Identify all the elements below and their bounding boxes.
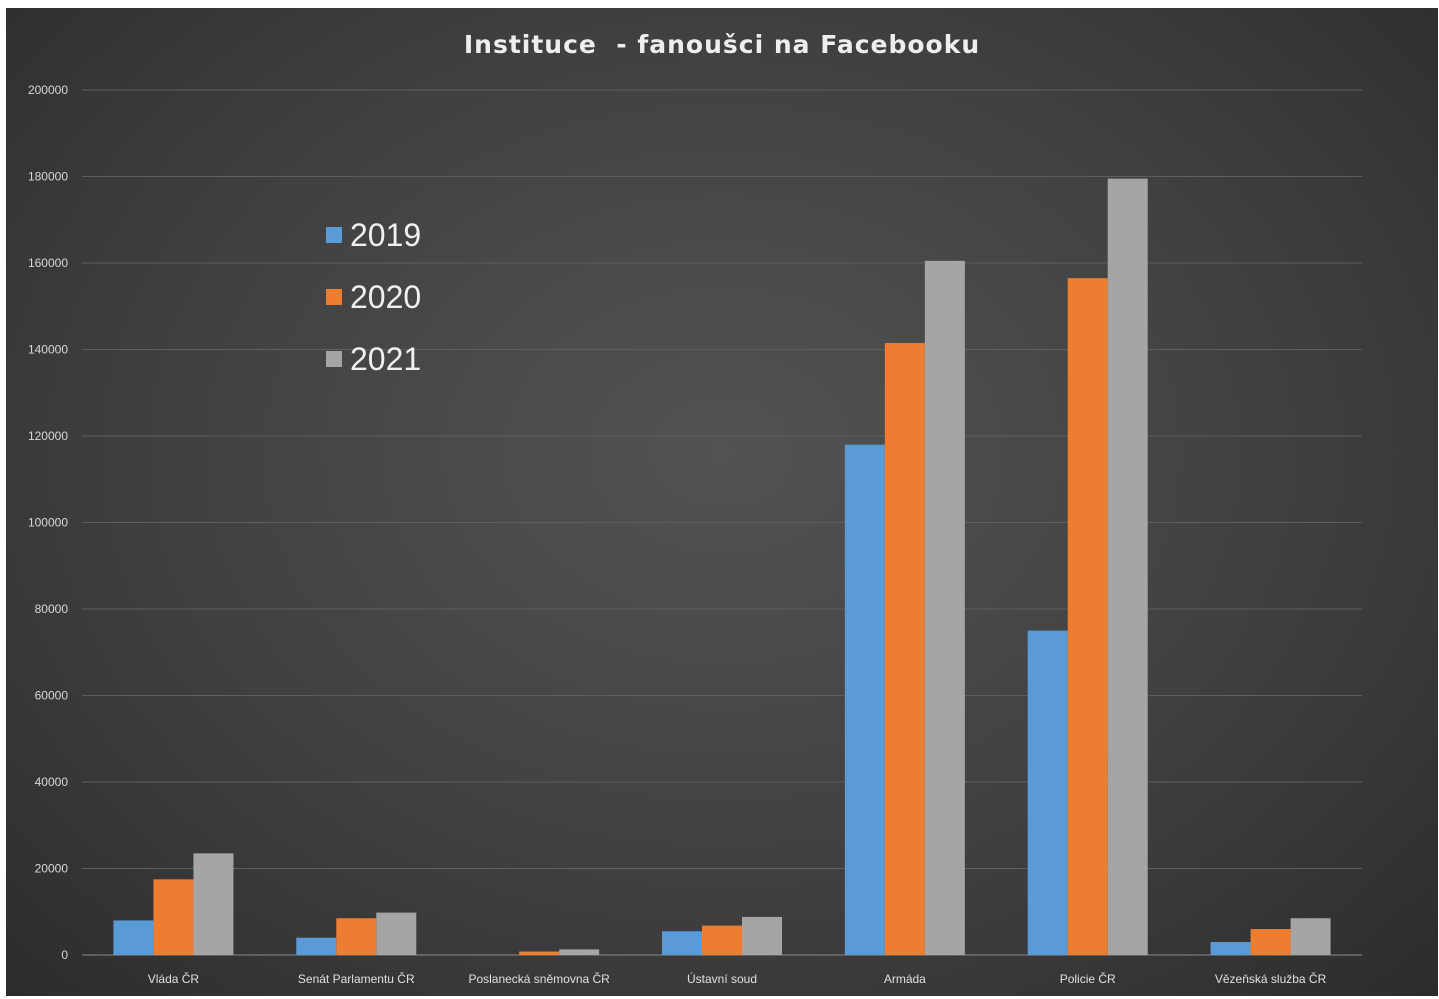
y-tick-label: 180000	[28, 170, 68, 184]
y-tick-label: 160000	[28, 256, 68, 270]
bar-2019-4	[844, 444, 885, 955]
bar-2019-0	[113, 920, 154, 955]
y-tick-label: 20000	[35, 862, 69, 876]
chart-frame: Instituce - fanoušci na Facebooku 0 20000…	[6, 8, 1438, 996]
legend-label: 2021	[350, 340, 422, 377]
legend-swatch	[326, 227, 342, 243]
y-tick-label: 120000	[28, 429, 68, 443]
legend-label: 2020	[350, 278, 422, 315]
x-tick-label: Poslanecká sněmovna ČR	[468, 971, 610, 986]
bar-2020-0	[153, 879, 194, 955]
legend: 2019 2020 2021	[326, 204, 421, 390]
bar-2019-3	[662, 931, 702, 955]
bar-2021-1	[376, 912, 417, 955]
y-tick-label: 40000	[35, 775, 69, 789]
bar-2020-6	[1250, 929, 1291, 955]
x-tick-label: Ústavní soud	[687, 971, 757, 986]
legend-swatch	[326, 289, 342, 305]
x-tick-label: Vláda ČR	[148, 971, 200, 986]
bar-2021-0	[193, 853, 234, 955]
y-tick-label: 0	[61, 948, 68, 962]
legend-item: 2019	[326, 204, 421, 266]
legend-label: 2019	[350, 216, 422, 253]
bar-2020-4	[884, 343, 925, 955]
bar-2021-4	[924, 260, 965, 955]
y-tick-label: 60000	[35, 689, 69, 703]
bar-2020-3	[702, 925, 742, 955]
legend-item: 2020	[326, 266, 421, 328]
bar-2020-5	[1067, 278, 1108, 955]
chart-title: Instituce - fanoušci na Facebooku	[463, 30, 981, 59]
legend-item: 2021	[326, 328, 421, 390]
bar-2020-2	[519, 951, 560, 955]
plot-area: 0 20000 40000 60000 80000 100000 120000 140000 1…	[28, 83, 1362, 986]
bar-2021-6	[1290, 918, 1331, 955]
y-tick-label: 140000	[28, 343, 68, 357]
x-tick-label: Senát Parlamentu ČR	[298, 971, 415, 986]
legend-swatch	[326, 351, 342, 367]
x-tick-label: Policie ČR	[1060, 971, 1116, 986]
bar-2021-5	[1107, 178, 1148, 956]
y-tick-label: 100000	[28, 516, 68, 530]
bar-2020-1	[336, 918, 377, 955]
bar-2019-6	[1210, 942, 1251, 955]
y-tick-label: 80000	[35, 602, 69, 616]
x-tick-label: Vězeňská služba ČR	[1215, 971, 1327, 986]
bar-2019-1	[296, 937, 337, 955]
y-tick-label: 200000	[28, 83, 68, 97]
bar-2019-5	[1027, 630, 1068, 955]
bar-2021-3	[742, 916, 782, 955]
x-tick-label: Armáda	[884, 972, 926, 986]
bar-2021-2	[559, 949, 600, 955]
